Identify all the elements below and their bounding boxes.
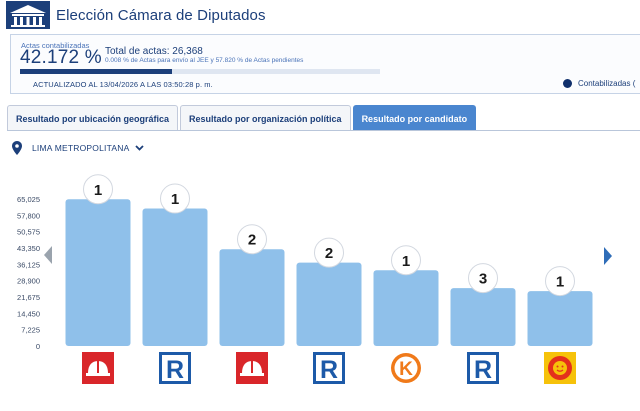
svg-text:R: R xyxy=(474,356,492,384)
candidate-rank-label: 1 xyxy=(94,182,102,199)
y-axis-tick-label: 28,900 xyxy=(17,277,40,286)
congress-building-icon xyxy=(6,1,50,29)
location-pin-icon xyxy=(12,141,22,155)
candidate-bar[interactable] xyxy=(373,270,439,346)
candidate-bar[interactable] xyxy=(142,208,208,346)
svg-text:R: R xyxy=(320,356,338,384)
party-helmet-logo[interactable] xyxy=(82,352,114,384)
tab-political-organization[interactable]: Resultado por organización política xyxy=(180,105,351,131)
chart-next-arrow-icon[interactable] xyxy=(603,246,613,266)
counted-percentage-label: Actas contabilizadas xyxy=(21,41,90,50)
candidate-rank-label: 3 xyxy=(479,271,487,288)
y-axis-tick-label: 36,125 xyxy=(17,260,40,269)
y-axis-tick-label: 0 xyxy=(36,342,40,351)
y-axis-tick-label: 21,675 xyxy=(17,293,40,302)
candidate-rank-badge xyxy=(237,224,267,255)
candidate-rank-badge xyxy=(391,245,421,276)
candidate-rank-badge xyxy=(314,237,344,268)
candidate-rank-badge xyxy=(160,183,190,214)
chart-prev-arrow-icon[interactable] xyxy=(43,245,53,265)
acts-status-detail: 0.008 % de Actas para envío al JEE y 57.… xyxy=(105,57,304,64)
candidate-bar[interactable] xyxy=(296,262,362,346)
results-summary-panel: Actas contabilizadas 42.172 % Total de a… xyxy=(10,34,640,94)
svg-text:R: R xyxy=(166,356,184,384)
candidate-bar[interactable] xyxy=(219,249,285,346)
chart-legend: Contabilizadas ( xyxy=(563,79,635,88)
results-tabs: Resultado por ubicación geográfica Resul… xyxy=(7,105,640,131)
y-axis-tick-label: 57,800 xyxy=(17,211,40,220)
y-axis-tick-label: 43,350 xyxy=(17,244,40,253)
counted-progress-bar xyxy=(20,69,380,74)
page-title: Elección Cámara de Diputados xyxy=(56,6,266,24)
candidate-rank-label: 1 xyxy=(402,253,410,270)
candidate-rank-badge xyxy=(545,266,575,297)
y-axis-tick-label: 14,450 xyxy=(17,309,40,318)
region-selector-label: LIMA METROPOLITANA xyxy=(32,143,130,153)
y-axis-tick-label: 50,575 xyxy=(17,228,40,237)
tab-geographic-location[interactable]: Resultado por ubicación geográfica xyxy=(7,105,179,131)
y-axis-tick-label: 7,225 xyxy=(21,326,40,335)
party-r-logo[interactable]: R xyxy=(313,352,345,384)
tab-candidate[interactable]: Resultado por candidato xyxy=(352,105,477,131)
candidate-rank-label: 2 xyxy=(325,245,333,262)
candidate-rank-badge xyxy=(468,263,498,294)
candidate-bar[interactable] xyxy=(450,288,516,346)
svg-text:K: K xyxy=(399,359,413,380)
legend-dot-icon xyxy=(563,79,572,88)
candidate-rank-label: 1 xyxy=(171,191,179,208)
page-header: Elección Cámara de Diputados xyxy=(0,0,640,30)
legend-label-counted: Contabilizadas ( xyxy=(578,79,636,88)
chevron-down-icon xyxy=(135,145,145,151)
candidate-rank-badge xyxy=(83,174,113,205)
total-acts-label: Total de actas: 26,368 xyxy=(105,46,203,57)
counted-percentage-value: 42.172 % xyxy=(20,47,102,68)
candidate-rank-label: 2 xyxy=(248,232,256,249)
candidate-results-bar-chart: 65,025 57,800 50,575 43,350 36,125 28,900 21,6… xyxy=(17,174,593,351)
y-axis-tick-label: 65,025 xyxy=(17,195,40,204)
counted-progress-fill xyxy=(20,69,172,74)
region-selector[interactable]: LIMA METROPOLITANA xyxy=(12,139,145,157)
candidate-bar[interactable] xyxy=(527,291,593,346)
last-updated-timestamp: ACTUALIZADO AL 13/04/2026 A LAS 03:50:28… xyxy=(33,80,213,89)
party-sun-logo[interactable] xyxy=(544,352,576,384)
candidate-bar[interactable] xyxy=(65,199,131,346)
party-r-logo[interactable]: R xyxy=(467,352,499,384)
party-helmet-logo[interactable] xyxy=(236,352,268,384)
candidate-rank-label: 1 xyxy=(556,274,564,291)
party-r-logo[interactable]: R xyxy=(159,352,191,384)
party-k-logo[interactable]: K xyxy=(390,352,422,384)
